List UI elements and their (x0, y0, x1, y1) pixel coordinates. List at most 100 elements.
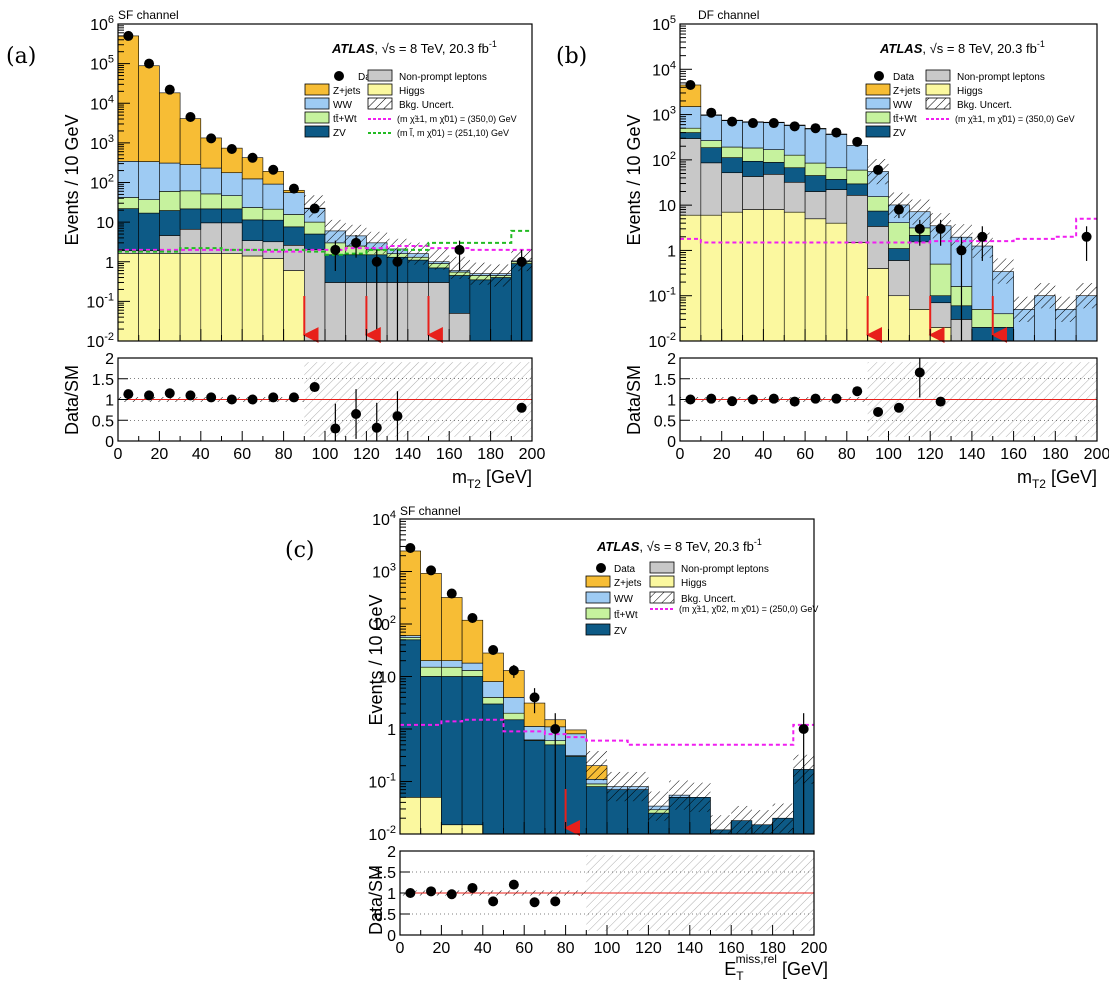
bar-nonprompt (867, 226, 889, 269)
uncertainty-band (325, 219, 346, 242)
bar-higgs (846, 242, 868, 341)
x-tick-label: 140 (676, 940, 703, 957)
bar-zv (888, 248, 910, 261)
bar-higgs (909, 309, 931, 341)
bar-ww (523, 726, 546, 741)
x-tick-label: 120 (917, 446, 944, 463)
ratio-point (727, 396, 738, 407)
bar-zv (461, 676, 484, 826)
data-point (893, 204, 904, 215)
signal-line-1 (400, 718, 814, 746)
ratio-point (446, 889, 457, 900)
legend-ww-swatch (304, 97, 330, 110)
ratio-point (405, 888, 416, 898)
bar-ww (461, 662, 484, 671)
bar-ttbar (503, 712, 525, 721)
data-point (914, 223, 925, 234)
legend-nonprompt-swatch (925, 69, 951, 82)
legend-ww-label: WW (893, 100, 912, 111)
bar-higgs (262, 258, 284, 341)
data-point (798, 724, 809, 734)
x-tick-label: 20 (713, 446, 731, 463)
bar-zjets (138, 65, 160, 162)
uncertainty-band (710, 815, 732, 834)
data-point (977, 231, 988, 242)
x-tick-label: 0 (114, 446, 123, 463)
ratio-point (309, 382, 320, 393)
bar-ttbar (420, 666, 442, 677)
x-tick-label: 20 (151, 446, 169, 463)
bar-nonprompt (929, 302, 952, 328)
bar-higgs (721, 211, 743, 341)
ratio-panel: 0 0.5 1 1.5 2 (92, 351, 533, 451)
x-tick-label: 0 (396, 940, 405, 957)
ratio-point (426, 886, 437, 897)
bar-nonprompt (448, 313, 471, 341)
legend-sig1-label: (m χ̃±1, m χ̃01) = (350,0) GeV (955, 114, 1075, 124)
bar-ttbar (867, 196, 889, 212)
bar-zv (680, 132, 702, 139)
bar-zv (179, 208, 202, 230)
legend-ww-label: WW (333, 100, 352, 111)
bar-higgs (783, 211, 806, 341)
legend-zv-swatch (585, 623, 611, 636)
bar-nonprompt (324, 282, 347, 341)
bar-nonprompt (283, 245, 305, 271)
signal-line-1 (118, 244, 532, 253)
x-tick-label: 20 (433, 940, 451, 957)
bar-nonprompt (721, 172, 743, 213)
legend-higgs-label: Higgs (681, 578, 707, 589)
ratio-point (810, 393, 821, 404)
bar-zv (200, 208, 222, 224)
bar-nonprompt (407, 282, 429, 341)
y-axis-main: 10-2 10-1 1 10 102 103 104 (368, 509, 412, 844)
uncertainty-band (1055, 296, 1077, 322)
bar-zv (303, 233, 326, 251)
uncertainty-band (627, 771, 649, 802)
uncertainty-band (992, 258, 1014, 284)
bar-higgs (159, 253, 181, 341)
x-tick-label: 100 (594, 940, 621, 957)
y-tick-label: 10 (96, 215, 114, 232)
x-axis: 0 20 40 60 80 100 120 140 160 180 200 (114, 329, 545, 463)
legend-data-marker (596, 563, 606, 573)
uncertainty-band (669, 780, 690, 810)
bar-higgs (742, 209, 764, 341)
bar-ttbar (721, 146, 743, 158)
x-tick-label: 0 (676, 446, 685, 463)
ratio-y-tick-label: 2 (387, 844, 396, 861)
y-tick-label: 103 (652, 105, 676, 125)
bar-ttbar (482, 697, 504, 705)
bar-higgs (888, 295, 910, 341)
bar-nonprompt (262, 241, 284, 259)
y-tick-label: 10-1 (368, 772, 396, 792)
ratio-y-tick-label: 0.5 (374, 907, 396, 924)
y-tick-label: 10-1 (86, 291, 114, 311)
legend-higgs-swatch (649, 575, 675, 588)
ratio-point (164, 388, 175, 399)
ratio-y-tick-label: 1 (667, 393, 676, 410)
data-point (185, 111, 196, 122)
data-point (309, 203, 320, 214)
y-tick-label: 10-2 (86, 331, 114, 351)
uncertainty-band (648, 791, 670, 821)
bar-nonprompt (825, 189, 848, 224)
x-tick-label: 40 (755, 446, 773, 463)
data-point (508, 665, 519, 676)
data-point (852, 136, 863, 147)
bar-zv (118, 208, 140, 252)
bar-zv (420, 676, 442, 798)
y-tick-label: 104 (90, 93, 114, 113)
x-tick-label: 200 (1084, 446, 1109, 463)
bar-nonprompt (846, 194, 868, 243)
bar-zv (503, 719, 525, 834)
signal-line-2 (118, 229, 532, 256)
legend-uncert-label: Bkg. Uncert. (957, 100, 1012, 111)
channel-label-a: SF channel (118, 8, 179, 22)
bar-zjets (179, 118, 202, 165)
bar-zjets (159, 92, 181, 164)
ratio-point (392, 411, 403, 422)
uncertainty-band (772, 803, 794, 833)
y-tick-label: 10 (658, 198, 676, 215)
